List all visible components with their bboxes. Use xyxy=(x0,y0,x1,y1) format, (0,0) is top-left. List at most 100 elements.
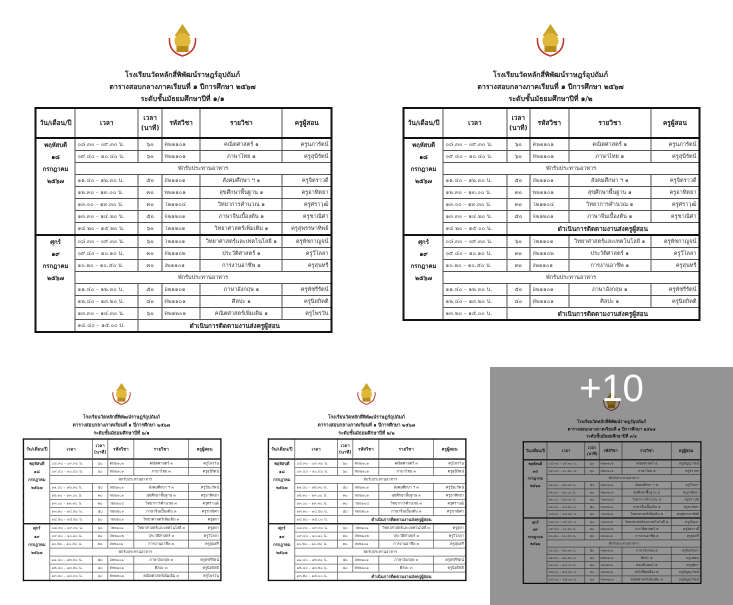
day-label-line: ๒๕๖๗ xyxy=(31,485,43,491)
exam-schedule-table: วัน/เดือน/ปี เวลา เวลา (นาที) รหัสวิชา รายวิช… xyxy=(22,438,222,582)
day-cell: ศุกร์ ๑๙ กรกฎาคม ๒๕๖๗ xyxy=(523,517,548,584)
header-duration-line1: เวลา xyxy=(511,114,526,122)
subject-name-cell: สังคมศึกษา ฯ ๑ xyxy=(199,174,283,187)
duration-cell: ๖๐ xyxy=(337,467,354,476)
subject-name-cell: ภาษาไทย ๑ xyxy=(568,150,652,163)
day-label-line: ศุกร์ xyxy=(418,239,429,246)
subject-code-cell: ว๒๒๑๐๔ xyxy=(352,499,380,508)
photo-tile[interactable]: โรงเรียนวัดหลักสี่พิพัฒน์ราษฎร์อุปถัมภ์ต… xyxy=(0,367,243,605)
photo-tile[interactable]: โรงเรียนวัดหลักสี่พิพัฒน์ราษฎร์อุปถัมภ์ต… xyxy=(490,367,733,605)
schedule-title-line2: ตารางสอบกลางภาคเรียนที่ ๑ ปีการศึกษา ๒๕๖… xyxy=(109,83,256,91)
day-label-line: พฤหัสบดี xyxy=(44,142,68,149)
follow-up-cell: ดำเนินการติดตามงานส่งครูผู้สอน xyxy=(506,307,700,321)
header-day: วัน/เดือน/ปี xyxy=(268,438,296,460)
day-label-line: ๑๙ xyxy=(419,251,428,258)
more-photos-overlay[interactable]: +10 xyxy=(490,367,733,605)
subject-name-cell: คณิตศาสตร์เพิ่มเติม ๕ xyxy=(621,575,672,584)
duration-cell: ๖๐ xyxy=(337,458,354,468)
day-cell: พฤหัสบดี ๑๘ กรกฎาคม ๒๕๖๗ xyxy=(403,137,444,236)
subject-code-cell: อ๒๑๑๐๑ xyxy=(161,283,201,296)
schedule-image: โรงเรียนวัดหลักสี่พิพัฒน์ราษฎร์อุปถัมภ์ต… xyxy=(245,367,488,605)
duration-cell: ๖๐ xyxy=(92,523,109,533)
subject-code-cell: ส๒๑๑๐๒ xyxy=(529,247,570,260)
duration-cell: ๕๐ xyxy=(137,210,163,223)
table-row: ๑๑.๔๐ – ๑๒.๓๐ น. ๕๐ อ๒๓๑๐๑ ภาษาอังกฤษ ๕ครูจ… xyxy=(523,546,702,555)
schedule-title-line2: ตารางสอบกลางภาคเรียนที่ ๑ ปีการศึกษา ๒๕๖… xyxy=(567,426,656,432)
more-photos-count[interactable]: +10 xyxy=(579,368,644,410)
subject-code-cell: ว๒๑๒๐๑ xyxy=(161,222,201,236)
table-row: ๑๑.๔๐ – ๑๒.๓๐ น. ๕๐ ส๒๒๑๐๑ สังคมศึกษา ฯ ๓คร… xyxy=(268,483,467,492)
schedule-image: โรงเรียนวัดหลักสี่พิพัฒน์ราษฎร์อุปถัมภ์ต… xyxy=(368,0,733,363)
subject-code-cell: ง๒๒๑๐๑ xyxy=(352,539,380,549)
day-label-line: ๑๙ xyxy=(34,534,40,540)
time-cell: ๑๐.๒๐ – ๑๐.๕๐ น. xyxy=(294,539,338,549)
subject-name-cell: วิทยาศาสตร์และเทคโนโลยี ๓ xyxy=(378,523,435,533)
time-cell: ๐๙.๔๐ – ๑๐.๔๐ น. xyxy=(442,150,508,163)
day-label-line: พฤหัสบดี xyxy=(29,461,45,467)
table-row: ศุกร์ ๑๙ กรกฎาคม ๒๕๖๗ ๐๘.๓๐ – ๐๙.๓๐ น. ๖๐ ว๒๑๑… xyxy=(403,234,700,321)
teacher-cell: ครูพัชรีรัตน์ xyxy=(188,555,222,565)
subject-name-cell: การงานอาชีพ ๑ xyxy=(199,259,283,272)
time-cell: ๑๒.๓๐ – ๑๓.๐๐ น. xyxy=(442,186,508,199)
photo-tile[interactable]: โรงเรียนวัดหลักสี่พิพัฒน์ราษฎร์อุปถัมภ์ต… xyxy=(0,0,365,363)
table-header-row: วัน/เดือน/ปี เวลา เวลา (นาที) รหัสวิชา รายวิช… xyxy=(35,107,333,139)
header-code: รหัสวิชา xyxy=(352,438,380,460)
teacher-cell: ครูสุนทรี xyxy=(281,259,333,272)
time-cell: ๑๑.๔๐ – ๑๒.๓๐ น. xyxy=(294,555,338,565)
day-label-line: กรกฎาคม xyxy=(273,477,291,483)
subject-name-cell: สุขศึกษาพื้นฐาน ๓ xyxy=(378,491,435,500)
subject-code-cell: ศ๒๑๑๐๑ xyxy=(529,295,570,308)
subject-name-cell: หน้าที่พลเมือง ๕ xyxy=(621,568,672,577)
duration-cell: ๓๐ xyxy=(506,186,531,199)
day-label-line: ๒๕๖๗ xyxy=(31,550,43,556)
school-logo-icon xyxy=(109,382,133,406)
subject-code-cell: ค๒๒๑๐๑ xyxy=(107,458,135,468)
table-row: ๑๑.๔๐ – ๑๒.๓๐ น. ๕๐ อ๒๒๑๐๑ ภาษาอังกฤษ ๓ครูพ… xyxy=(268,555,467,565)
subject-name-cell: ภาษาอังกฤษ ๓ xyxy=(378,555,435,565)
lunch-break-cell: พักรับประทานอาหาร xyxy=(294,547,467,557)
day-label-line: ๒๕๖๗ xyxy=(415,178,432,185)
schedule-title-line3: ระดับชั้นมัธยมศึกษาปีที่ ๒/๑ xyxy=(93,430,150,436)
subject-code-cell: จ๒๑๒๐๑ xyxy=(529,210,570,223)
table-row: ๑๓.๐๐ – ๑๓.๓๐ น. ๓๐ ว๒๑๑๐๔ วิทยาการคำนวณ ๑ค… xyxy=(36,198,333,211)
subject-code-cell: ว๒๑๑๐๑ xyxy=(161,234,201,248)
header-duration-line2: (นาที) xyxy=(140,124,160,132)
teacher-cell: ครูสุนีรัตน์ xyxy=(188,467,222,476)
subject-code-cell: ศ๒๒๑๐๑ xyxy=(107,563,135,573)
table-header-row: วัน/เดือน/ปี เวลา เวลา (นาที) รหัสวิชา รายวิช… xyxy=(23,438,222,460)
table-row: ๑๓.๓๐ – ๑๔.๒๐ น. ๕๐ จ๒๒๒๐๑ ภาษาจีนเบื้องต้น… xyxy=(23,507,222,516)
time-cell: ๐๘.๓๐ – ๐๙.๓๐ น. xyxy=(49,458,93,468)
time-cell: ๑๒.๔๐ – ๑๓.๒๐ น. xyxy=(74,295,139,308)
table-row: ๑๓.๒๐ – ๑๕.๐๐ น. ดำเนินการติดตามงานส่งครู… xyxy=(404,307,700,321)
subject-name-cell: ภาษาจีนเบื้องต้น ๑ xyxy=(568,210,652,223)
day-label-line: ศุกร์ xyxy=(50,239,61,246)
header-subject: รายวิชา xyxy=(378,438,435,460)
teacher-cell: ครูศราวุฒิ xyxy=(281,198,333,211)
photo-tile[interactable]: โรงเรียนวัดหลักสี่พิพัฒน์ราษฎร์อุปถัมภ์ต… xyxy=(368,0,733,363)
duration-cell: ๕๐ xyxy=(137,283,163,296)
teacher-cell: ครูสุนีรัตน์ xyxy=(433,467,467,476)
day-label-line: ๒๕๖๗ xyxy=(276,485,288,491)
duration-cell: ๖๐ xyxy=(92,515,109,525)
school-logo-icon xyxy=(165,22,201,58)
duration-cell: ๖๐ xyxy=(506,150,531,163)
duration-cell: ๓๐ xyxy=(584,532,600,541)
subject-name-cell: ภาษาอังกฤษ ๑ xyxy=(568,283,652,296)
day-label-line: กรกฎาคม xyxy=(410,263,437,270)
table-row: ๑๑.๔๐ – ๑๒.๓๐ น. ๕๐ อ๒๑๑๐๑ ภาษาอังกฤษ ๑ครูพ… xyxy=(36,283,333,296)
time-cell: ๐๘.๓๐ – ๐๙.๓๐ น. xyxy=(49,523,93,533)
time-cell: ๑๒.๓๐ – ๑๓.๐๐ น. xyxy=(294,491,338,500)
day-label-line: ศุกร์ xyxy=(33,526,41,532)
photo-tile[interactable]: โรงเรียนวัดหลักสี่พิพัฒน์ราษฎร์อุปถัมภ์ต… xyxy=(245,367,488,605)
duration-cell: ๕๐ xyxy=(506,283,531,296)
header-duration-line1: เวลา xyxy=(340,443,350,449)
time-cell: ๑๔.๔๐ – ๑๕.๐๐ น. xyxy=(74,319,139,333)
day-label-line: กรกฎาคม xyxy=(28,542,46,548)
teacher-cell: ครูไพรวัน xyxy=(188,571,222,581)
time-cell: ๐๘.๓๐ – ๐๙.๓๐ น. xyxy=(294,458,338,468)
header-duration: เวลา (นาที) xyxy=(584,441,600,461)
day-label-line: กรกฎาคม xyxy=(527,476,544,481)
subject-code-cell: จ๒๒๒๐๑ xyxy=(352,507,380,516)
subject-name-cell: การงานอาชีพ ๑ xyxy=(568,259,652,272)
table-row: พักรับประทานอาหาร xyxy=(523,474,702,483)
